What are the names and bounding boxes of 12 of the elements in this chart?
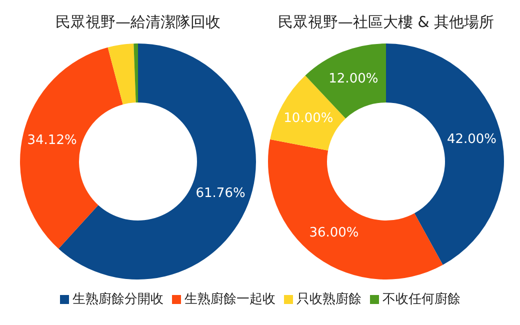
legend-label: 不收任何廚餘 [382,291,460,308]
legend-label: 生熟廚餘一起收 [184,291,276,308]
legend-label: 只收熟廚餘 [296,291,362,308]
data-label: 10.00% [284,111,334,126]
data-label: 42.00% [446,132,497,147]
data-label: 36.00% [309,225,359,240]
chart-title: 民眾視野—給清潔隊回收 [56,12,220,31]
data-label: 61.76% [196,186,246,201]
legend-label: 生熟廚餘分開收 [72,291,164,308]
data-label: 12.00% [328,72,378,87]
chart-title: 民眾視野—社區大樓 & 其他場所 [278,12,494,31]
data-label: 34.12% [27,132,77,148]
